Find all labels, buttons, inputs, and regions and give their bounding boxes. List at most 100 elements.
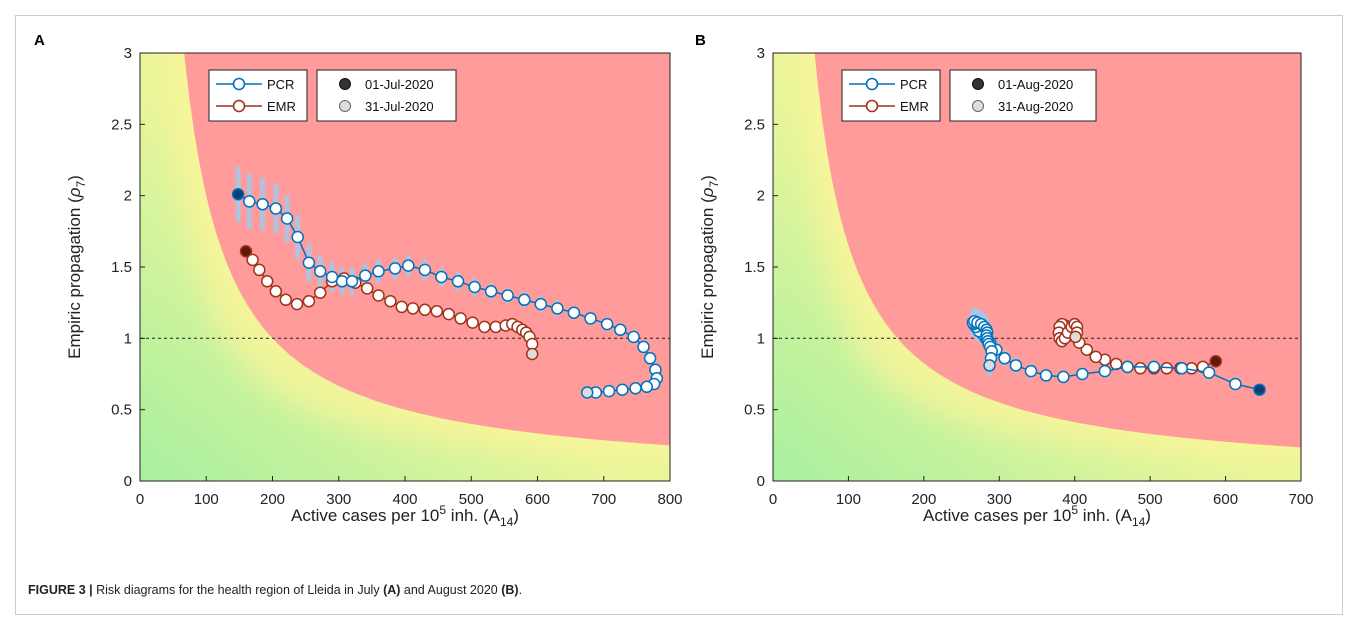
pcr-data-point xyxy=(629,382,642,395)
x-tick-label: 0 xyxy=(769,491,777,508)
axis-ticks: 0 100 200 300 400 500 600 700 800 0 0.5 1 1.5 2 2.5 3 xyxy=(111,45,682,508)
panel-letter-a: A xyxy=(34,32,45,49)
pcr-data-point xyxy=(640,380,654,394)
pcr-data-point xyxy=(468,280,481,294)
pcr-data-point xyxy=(291,230,304,244)
emr-data-point xyxy=(246,253,259,267)
series-legend: PCR EMR xyxy=(841,69,941,122)
pcr-data-point xyxy=(1009,359,1023,372)
pcr-data-point xyxy=(567,306,581,319)
caption-panel-b-ref: (B) xyxy=(501,583,519,597)
emr-data-point xyxy=(269,285,283,298)
y-tick-label: 0.5 xyxy=(744,402,765,419)
start-date-marker xyxy=(339,78,351,90)
legend-pcr-label: PCR xyxy=(267,77,294,92)
y-tick-label: 2 xyxy=(124,188,132,205)
emr-data-point xyxy=(360,282,374,295)
x-tick-label: 0 xyxy=(136,491,144,508)
pcr-data-point xyxy=(637,340,650,354)
axis-ticks: 0 100 200 300 400 500 600 700 0 0.5 1 1.5 2 2.5 3 xyxy=(744,45,1313,508)
pcr-data-point xyxy=(435,270,448,284)
emr-data-point xyxy=(279,293,293,307)
x-tick-label: 200 xyxy=(260,491,285,508)
x-tick-label: 300 xyxy=(326,491,351,508)
pcr-data-point xyxy=(451,275,465,288)
pcr-data-point xyxy=(998,352,1011,365)
emr-data-point xyxy=(442,307,455,321)
emr-data-point xyxy=(406,302,420,315)
legend-emr-label: EMR xyxy=(267,99,296,114)
pcr-data-point xyxy=(243,195,256,208)
y-tick-label: 1 xyxy=(124,330,132,347)
pcr-data-point xyxy=(345,275,359,288)
emr-data-point xyxy=(418,303,432,317)
pcr-data-point xyxy=(269,202,283,215)
pcr-data-point xyxy=(1057,370,1070,384)
legend-end-date: 31-Aug-2020 xyxy=(998,99,1073,114)
pcr-data-point-start xyxy=(1253,383,1266,396)
panel-letter-b: B xyxy=(695,32,706,49)
y-tick-label: 3 xyxy=(757,45,765,62)
y-axis-title: Empiric propagation (ρ7) xyxy=(65,175,88,359)
pcr-data-point xyxy=(627,330,640,344)
x-tick-label: 800 xyxy=(657,491,682,508)
x-tick-label: 100 xyxy=(194,491,219,508)
pcr-data-point xyxy=(616,383,629,396)
emr-data-point xyxy=(290,297,304,311)
x-tick-label: 400 xyxy=(392,491,417,508)
pcr-data-point xyxy=(280,212,294,225)
pcr-data-point xyxy=(643,352,657,365)
pcr-data-point xyxy=(518,293,531,307)
figure-frame xyxy=(15,15,1343,615)
y-tick-label: 0.5 xyxy=(111,402,132,419)
emr-data-point xyxy=(260,275,274,288)
pcr-data-point xyxy=(551,302,564,315)
emr-data-point xyxy=(395,300,408,314)
y-tick-label: 3 xyxy=(124,45,132,62)
emr-data-point xyxy=(313,286,327,299)
pcr-data-point xyxy=(584,312,597,325)
pcr-data-point xyxy=(1147,360,1161,374)
pcr-data-point xyxy=(418,263,432,277)
y-axis-title: Empiric propagation (ρ7) xyxy=(698,175,721,359)
legend-start-date: 01-Jul-2020 xyxy=(365,77,434,92)
pcr-data-point xyxy=(1121,360,1134,374)
x-tick-label: 600 xyxy=(1213,491,1238,508)
risk-high-zone xyxy=(184,53,670,446)
pcr-data-point-end xyxy=(983,359,996,372)
x-axis-title: Active cases per 105 inh. (A14) xyxy=(291,503,519,529)
y-tick-label: 0 xyxy=(124,473,132,490)
pcr-data-point xyxy=(1202,366,1216,379)
legend-start-date: 01-Aug-2020 xyxy=(998,77,1073,92)
pcr-data-point xyxy=(534,297,548,311)
pcr-data-point xyxy=(313,265,327,278)
series-group xyxy=(231,187,664,399)
pcr-data-point xyxy=(1076,367,1089,381)
emr-data-point xyxy=(1134,362,1147,375)
pcr-data-point xyxy=(1229,377,1242,391)
caption-text-2: and August 2020 xyxy=(400,583,502,597)
emr-data-point xyxy=(466,316,479,329)
emr-data-point-end xyxy=(525,347,539,361)
emr-data-point xyxy=(454,312,467,325)
pcr-data-point xyxy=(501,289,514,302)
date-legend: 01-Aug-2020 31-Aug-2020 xyxy=(949,69,1097,122)
y-tick-label: 1.5 xyxy=(111,259,132,276)
x-tick-label: 600 xyxy=(525,491,550,508)
pcr-data-point xyxy=(402,259,415,272)
pcr-data-point-end xyxy=(580,386,594,399)
caption-text-1: Risk diagrams for the health region of L… xyxy=(92,583,384,597)
start-date-marker xyxy=(972,78,984,90)
x-tick-label: 200 xyxy=(911,491,936,508)
y-tick-label: 0 xyxy=(757,473,765,490)
pcr-data-point xyxy=(602,384,616,398)
pcr-data-point xyxy=(388,262,402,275)
y-tick-label: 2 xyxy=(757,188,765,205)
series-legend: PCR EMR xyxy=(208,69,308,122)
x-tick-label: 300 xyxy=(987,491,1012,508)
y-tick-label: 2.5 xyxy=(111,116,132,133)
pcr-data-point xyxy=(484,285,498,298)
emr-data-point-start xyxy=(239,245,253,258)
emr-data-point xyxy=(1089,350,1103,364)
